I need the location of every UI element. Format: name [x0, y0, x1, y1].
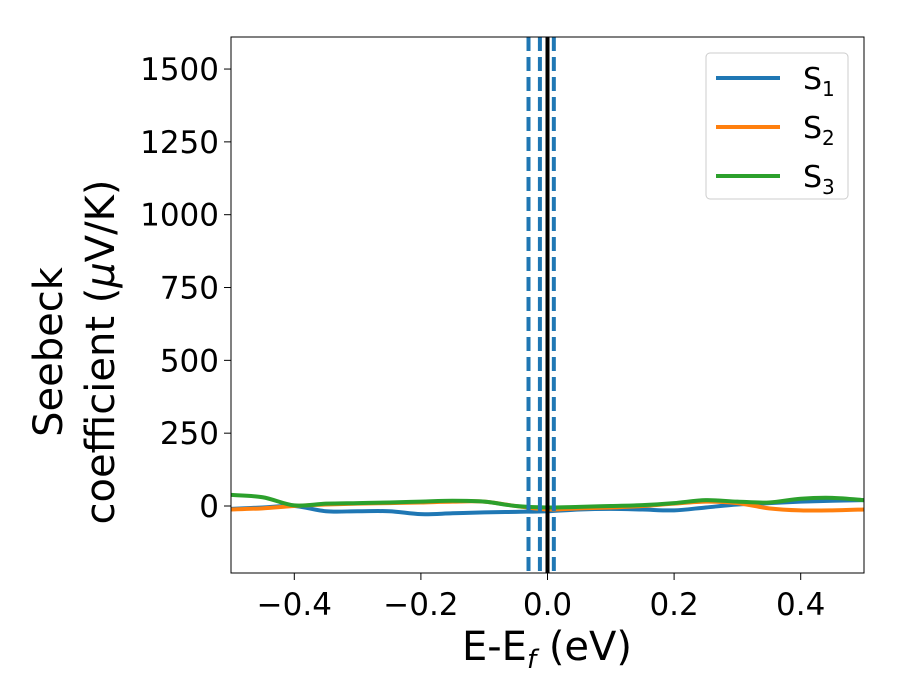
x-axis-title: E-Ef (eV)	[462, 624, 632, 675]
legend-label-s2: S2	[803, 111, 835, 150]
y-tick-label: 1000	[140, 198, 219, 234]
x-tick-label: 0.0	[523, 587, 572, 623]
y-tick-label: 500	[160, 343, 219, 379]
legend-label-s1: S1	[803, 62, 835, 101]
y-tick-label: 1500	[140, 52, 219, 88]
x-tick-label: −0.4	[257, 587, 332, 623]
x-tick-label: −0.2	[383, 587, 458, 623]
x-tick-label: 0.4	[776, 587, 825, 623]
legend: S1 S2 S3	[705, 52, 849, 200]
legend-label-s3: S3	[803, 160, 835, 199]
y-axis-title-line1: Seebeck	[26, 266, 72, 437]
y-tick-label: 750	[160, 271, 219, 307]
y-tick-label: 0	[199, 489, 219, 525]
x-tick-label: 0.2	[649, 587, 698, 623]
y-tick-label: 1250	[140, 125, 219, 161]
y-tick-label: 250	[160, 416, 219, 452]
y-axis-title-line2: coefficient (μV/K)	[78, 180, 124, 525]
